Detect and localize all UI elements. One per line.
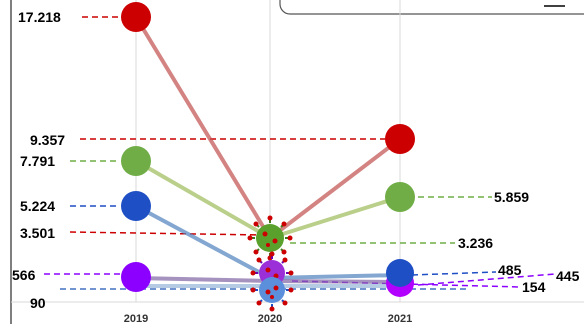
marker-red-2021: [385, 124, 415, 154]
x-tick-2020: 2020: [258, 313, 282, 324]
value-label-485: 485: [498, 262, 522, 278]
value-label-9357: 9.357: [30, 132, 65, 148]
value-label-90: 90: [30, 295, 46, 311]
virus-icon-green: [247, 215, 293, 261]
legend-box: [279, 0, 584, 15]
marker-green-2021: [385, 182, 415, 212]
value-label-154: 154: [522, 279, 546, 295]
virus-icon-blue: [250, 277, 294, 312]
leader-3501: [69, 231, 263, 236]
value-label-5224: 5.224: [20, 198, 55, 214]
value-label-445: 445: [556, 268, 580, 284]
marker-blue-2019: [121, 191, 151, 221]
marker-red-2019: [121, 2, 151, 32]
plot-frame: [10, 0, 12, 324]
x-tick-2021: 2021: [388, 313, 412, 324]
marker-green-2019: [121, 146, 151, 176]
markers: [121, 2, 415, 297]
leader-445: [417, 273, 556, 286]
value-label-7791: 7.791: [20, 153, 55, 169]
value-label-5859: 5.859: [494, 189, 529, 205]
series-line-red: [134, 15, 402, 241]
value-label-17218: 17.218: [18, 9, 61, 25]
value-label-3501: 3.501: [20, 225, 55, 241]
value-label-3236: 3.236: [458, 235, 493, 251]
marker-blue-2021: [386, 259, 414, 287]
x-tick-2019: 2019: [124, 313, 148, 324]
leader-485: [411, 271, 497, 276]
value-label-566: 566: [12, 267, 36, 283]
marker-purple-2019: [121, 262, 151, 292]
